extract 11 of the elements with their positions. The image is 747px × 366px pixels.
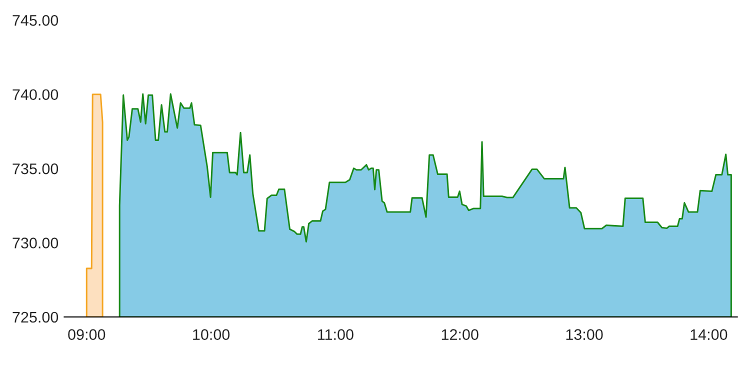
x-tick-label: 09:00: [68, 329, 106, 340]
x-tick-label: 10:00: [193, 329, 230, 340]
y-tick-label: 740.00: [12, 89, 58, 100]
y-tick-label: 725.00: [12, 312, 58, 323]
y-tick-label: 735.00: [12, 163, 58, 174]
x-tick-label: 12:00: [442, 329, 478, 340]
y-tick-label: 745.00: [12, 15, 58, 26]
x-tick-label: 14:00: [690, 329, 728, 340]
x-tick-label: 11:00: [318, 329, 354, 340]
x-tick-label: 13:00: [566, 329, 603, 340]
y-tick-label: 730.00: [12, 238, 58, 248]
